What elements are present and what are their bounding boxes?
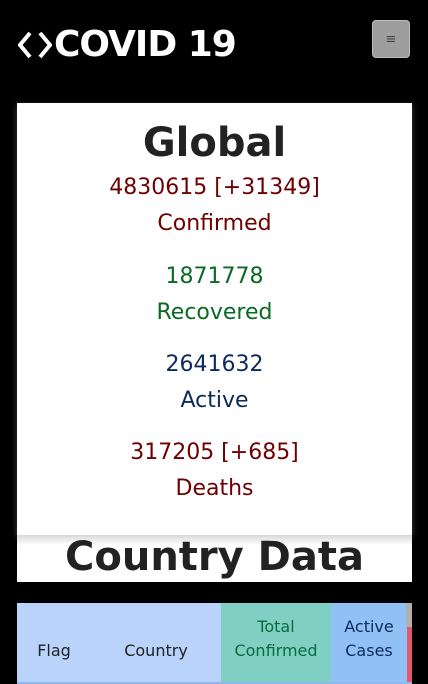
active-value: 2641632 (165, 352, 264, 377)
section-shadow (17, 535, 412, 545)
menu-toggle-button[interactable]: ≡ (372, 20, 410, 58)
confirmed-label: Confirmed (157, 211, 272, 236)
confirmed-value: 4830615 [+31349] (109, 175, 320, 200)
column-header-deaths[interactable] (407, 603, 412, 684)
recovered-value: 1871778 (165, 264, 264, 289)
global-stats-card: Global 4830615 [+31349] Confirmed 187177… (17, 103, 412, 535)
diamond-outline-icon (18, 31, 52, 59)
deaths-label: Deaths (175, 476, 254, 501)
column-header-total-confirmed[interactable]: Total Confirmed (221, 603, 331, 684)
column-header-active-cases[interactable]: Active Cases (331, 603, 407, 684)
column-header-country[interactable]: Country (91, 603, 221, 684)
column-header-flag[interactable]: Flag (17, 603, 91, 684)
global-title: Global (142, 120, 287, 166)
header-label: Country (124, 641, 188, 660)
country-data-title: Country Data (65, 535, 364, 580)
recovered-label: Recovered (156, 300, 273, 325)
country-table: Flag Country Total Confirmed Active Case… (17, 603, 412, 684)
header-label: Flag (37, 641, 71, 660)
header-label-line1: Total (257, 617, 295, 636)
header-label-line2: Cases (345, 641, 393, 660)
navbar: COVID 19 ≡ (0, 0, 428, 92)
table-scrollbar[interactable] (406, 603, 412, 627)
header-label-line1: Active (344, 617, 394, 636)
deaths-value: 317205 [+685] (130, 440, 299, 465)
country-data-section: Country Data (17, 535, 412, 582)
header-label-line2: Confirmed (234, 641, 318, 660)
brand-title: COVID 19 (54, 24, 237, 65)
hamburger-menu-icon: ≡ (385, 31, 397, 47)
active-label: Active (180, 388, 249, 413)
brand-link[interactable]: COVID 19 (18, 24, 237, 66)
